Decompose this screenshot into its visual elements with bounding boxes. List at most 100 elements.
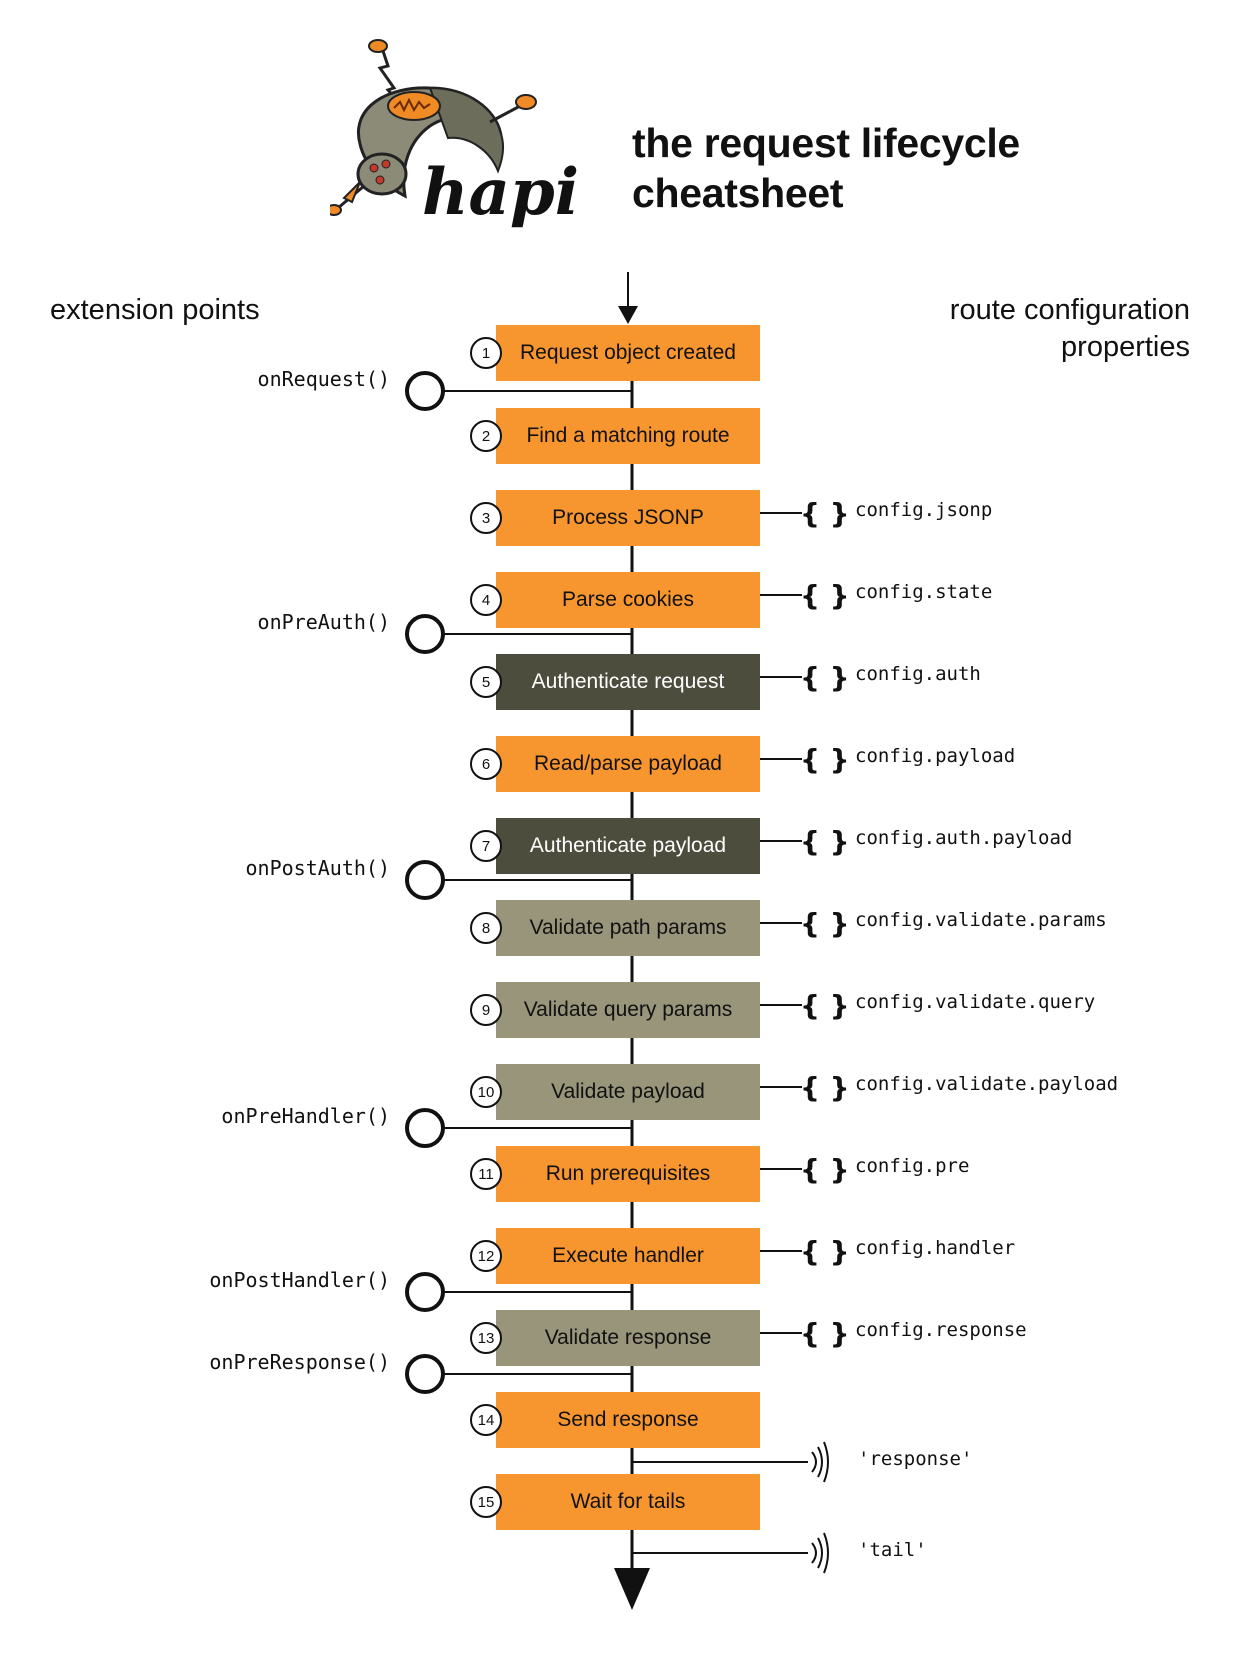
config-property-label: config.response <box>855 1319 1027 1341</box>
step-number-1: 1 <box>470 337 502 369</box>
step-number-12: 12 <box>470 1240 502 1272</box>
extension-point-label: onPreResponse() <box>209 1350 390 1374</box>
step-number-15: 15 <box>470 1486 502 1518</box>
step-label: Send response <box>557 1408 699 1431</box>
step-label: Find a matching route <box>526 424 730 447</box>
config-brace-icon: { } <box>800 497 850 530</box>
step-number-14: 14 <box>470 1404 502 1436</box>
event-wave-icon <box>817 1537 823 1569</box>
flow-arrow-top <box>618 306 638 324</box>
step-label: Wait for tails <box>570 1490 686 1513</box>
step-label: Validate query params <box>523 998 733 1021</box>
step-box-7: Authenticate payload <box>496 818 760 874</box>
step-box-13: Validate response <box>496 1310 760 1366</box>
hook-circle <box>405 1272 445 1312</box>
config-property-label: config.handler <box>855 1237 1016 1259</box>
step-number-2: 2 <box>470 420 502 452</box>
route-config-heading-line2: properties <box>1061 331 1190 363</box>
config-property-label: config.validate.payload <box>855 1073 1119 1095</box>
flow-arrow-bottom <box>614 1568 650 1610</box>
logo-wordmark: hapi <box>422 155 579 230</box>
step-box-2: Find a matching route <box>496 408 760 464</box>
page-title: the request lifecycle cheatsheet <box>632 118 1020 218</box>
config-brace-icon: { } <box>800 825 850 858</box>
event-wave-icon <box>811 1451 817 1473</box>
hapi-logo: hapi <box>330 39 579 230</box>
step-box-14: Send response <box>496 1392 760 1448</box>
step-label: Authenticate request <box>531 670 725 693</box>
step-box-1: Request object created <box>496 325 760 381</box>
config-brace-icon: { } <box>800 989 850 1022</box>
step-number-5: 5 <box>470 666 502 698</box>
hook-circle <box>405 1354 445 1394</box>
step-label: Validate response <box>544 1326 712 1349</box>
event-label: 'response' <box>858 1448 973 1470</box>
step-label: Read/parse payload <box>534 752 722 775</box>
event-wave-icon <box>823 1441 829 1483</box>
config-property-label: config.jsonp <box>855 499 993 521</box>
step-box-9: Validate query params <box>496 982 760 1038</box>
hook-circle <box>405 371 445 411</box>
robot-visor <box>387 91 441 121</box>
config-property-label: config.auth <box>855 663 981 685</box>
extension-point-label: onPostHandler() <box>209 1268 390 1292</box>
config-brace-icon: { } <box>800 1235 850 1268</box>
title-line2: cheatsheet <box>632 170 844 216</box>
config-brace-icon: { } <box>800 1071 850 1104</box>
config-property-label: config.pre <box>855 1155 970 1177</box>
config-brace-icon: { } <box>800 743 850 776</box>
step-number-3: 3 <box>470 502 502 534</box>
extension-point-label: onRequest() <box>257 367 390 391</box>
config-brace-icon: { } <box>800 907 850 940</box>
step-number-11: 11 <box>470 1158 502 1190</box>
config-property-label: config.validate.query <box>855 991 1096 1013</box>
step-label: Authenticate payload <box>529 834 727 857</box>
config-brace-icon: { } <box>800 579 850 612</box>
step-box-4: Parse cookies <box>496 572 760 628</box>
step-label: Validate payload <box>551 1080 705 1103</box>
title-line1: the request lifecycle <box>632 120 1020 166</box>
step-number-7: 7 <box>470 830 502 862</box>
step-box-3: Process JSONP <box>496 490 760 546</box>
config-property-label: config.auth.payload <box>855 827 1073 849</box>
step-number-6: 6 <box>470 748 502 780</box>
hook-circle <box>405 614 445 654</box>
hook-circle <box>405 860 445 900</box>
step-box-12: Execute handler <box>496 1228 760 1284</box>
route-config-heading: route configuration properties <box>950 292 1190 366</box>
extension-point-label: onPostAuth() <box>245 856 391 880</box>
step-label: Validate path params <box>529 916 727 939</box>
step-box-10: Validate payload <box>496 1064 760 1120</box>
event-wave-icon <box>817 1446 823 1478</box>
step-box-11: Run prerequisites <box>496 1146 760 1202</box>
step-label: Parse cookies <box>562 588 694 611</box>
step-label: Run prerequisites <box>545 1162 711 1185</box>
step-number-13: 13 <box>470 1322 502 1354</box>
event-wave-icon <box>823 1532 829 1574</box>
config-property-label: config.validate.params <box>855 909 1107 931</box>
step-box-6: Read/parse payload <box>496 736 760 792</box>
step-label: Request object created <box>520 341 736 364</box>
step-label: Execute handler <box>552 1244 704 1267</box>
config-brace-icon: { } <box>800 1317 850 1350</box>
event-wave-icon <box>811 1542 817 1564</box>
extension-point-label: onPreAuth() <box>257 610 390 634</box>
route-config-heading-line1: route configuration <box>949 294 1190 326</box>
step-box-5: Authenticate request <box>496 654 760 710</box>
step-number-4: 4 <box>470 584 502 616</box>
event-label: 'tail' <box>858 1539 927 1561</box>
config-brace-icon: { } <box>800 1153 850 1186</box>
extension-points-heading: extension points <box>50 294 260 326</box>
config-brace-icon: { } <box>800 661 850 694</box>
extension-point-label: onPreHandler() <box>221 1104 390 1128</box>
step-box-8: Validate path params <box>496 900 760 956</box>
step-label: Process JSONP <box>552 506 704 529</box>
step-number-10: 10 <box>470 1076 502 1108</box>
config-property-label: config.payload <box>855 745 1016 767</box>
step-box-15: Wait for tails <box>496 1474 760 1530</box>
hook-circle <box>405 1108 445 1148</box>
config-property-label: config.state <box>855 581 993 603</box>
step-number-8: 8 <box>470 912 502 944</box>
step-number-9: 9 <box>470 994 502 1026</box>
